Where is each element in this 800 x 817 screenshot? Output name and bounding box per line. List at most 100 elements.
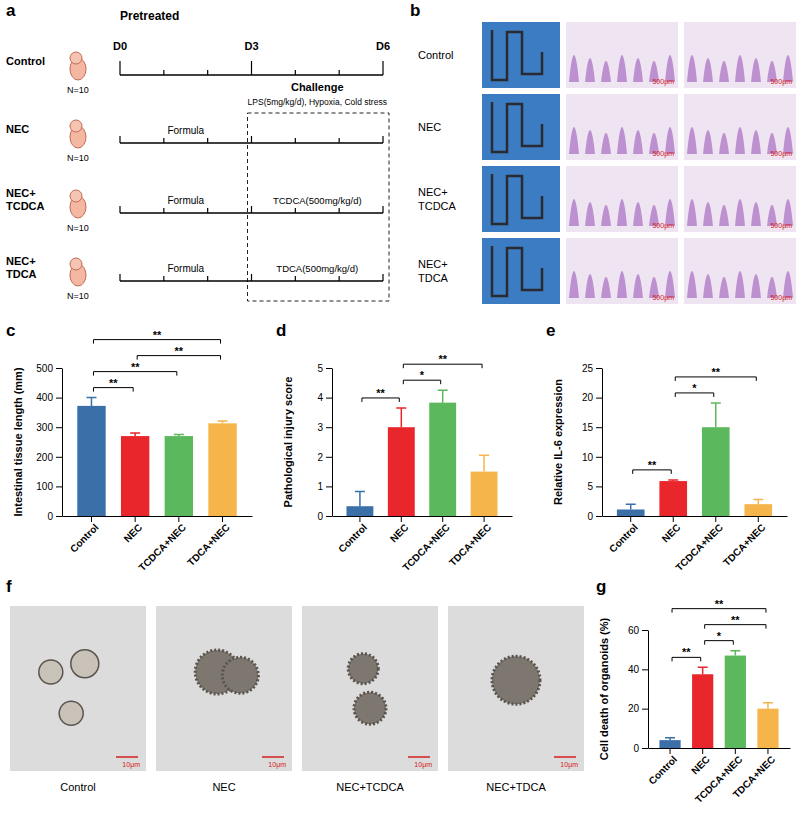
tissue-photo bbox=[617, 199, 627, 226]
tissue-photo bbox=[684, 94, 796, 160]
plot-marks bbox=[659, 651, 778, 748]
treatment-label: TCDCA(500mg/kg/d) bbox=[273, 195, 362, 206]
embryo-icon bbox=[70, 258, 82, 270]
x-tick: NEC bbox=[660, 516, 683, 544]
x-tick: TCDCA+NEC bbox=[136, 516, 188, 573]
timeline-tick bbox=[251, 206, 252, 213]
timeline-tick bbox=[207, 138, 208, 143]
x-tick: TDCA+NEC bbox=[185, 516, 231, 568]
day-label: D6 bbox=[376, 40, 390, 52]
tissue-photo bbox=[751, 58, 761, 82]
y-axis: 0100200300400500 bbox=[36, 363, 62, 522]
tick-mark bbox=[642, 630, 648, 631]
tick-label: Control bbox=[607, 522, 640, 555]
timeline-tick bbox=[251, 274, 252, 281]
timeline-tick bbox=[339, 208, 340, 213]
tick-label: 300 bbox=[36, 422, 53, 433]
organoid-photo bbox=[492, 656, 540, 704]
tissue-photo bbox=[703, 130, 713, 154]
y-tick: 5 bbox=[317, 363, 332, 374]
y-axis: 0204060 bbox=[628, 625, 649, 754]
x-tick: Control bbox=[646, 748, 679, 787]
error-bar bbox=[355, 491, 365, 506]
organoid-photo bbox=[39, 660, 63, 684]
image-label: Control bbox=[60, 781, 95, 793]
day-label: D0 bbox=[113, 40, 127, 52]
significance-label: ** bbox=[648, 459, 657, 471]
scale-label: 500μm bbox=[770, 78, 792, 86]
y-tick: 3 bbox=[317, 422, 332, 433]
tick-label: 500 bbox=[36, 363, 53, 374]
axis-title: Intestinal tissue length (mm) bbox=[12, 367, 24, 516]
significance-label: * bbox=[420, 369, 425, 381]
tissue-photo bbox=[684, 22, 796, 88]
timeline-tick bbox=[119, 61, 120, 75]
bar bbox=[77, 406, 105, 516]
timeline-tick bbox=[295, 70, 296, 75]
tick-mark bbox=[596, 427, 602, 428]
timeline-tick bbox=[207, 70, 208, 75]
scale-label: 500μm bbox=[770, 294, 792, 302]
significance-label: ** bbox=[175, 345, 184, 357]
organoid-photo bbox=[71, 650, 99, 678]
bar bbox=[757, 709, 778, 748]
tick-mark bbox=[56, 398, 62, 399]
timeline-tick bbox=[339, 138, 340, 143]
y-tick: 0 bbox=[633, 743, 648, 754]
scale-bar bbox=[116, 756, 138, 758]
significance-label: ** bbox=[711, 366, 720, 378]
challenge-title: Challenge bbox=[291, 81, 344, 93]
tick-mark bbox=[401, 516, 402, 522]
tissue-photo bbox=[601, 277, 611, 298]
group-n: N=10 bbox=[67, 153, 89, 163]
image-label: NEC+TDCA bbox=[486, 781, 546, 793]
tick-label: NEC bbox=[660, 522, 683, 545]
timeline-tick bbox=[382, 274, 383, 281]
challenge-box bbox=[248, 113, 390, 301]
tissue-photo bbox=[492, 30, 542, 80]
y-tick: 5 bbox=[587, 481, 602, 492]
timeline-tick bbox=[207, 208, 208, 213]
pretreat-label: Formula bbox=[167, 195, 204, 206]
bar bbox=[121, 436, 149, 516]
tissue-photo bbox=[687, 55, 697, 82]
error-bar bbox=[753, 499, 763, 504]
scale-bar bbox=[408, 756, 430, 758]
day-label: D3 bbox=[244, 40, 258, 52]
tick-label: 400 bbox=[36, 392, 53, 403]
tick-label: 15 bbox=[582, 422, 594, 433]
significance-label: * bbox=[717, 630, 722, 642]
x-axis: ControlNECTCDCA+NECTDCA+NEC bbox=[333, 516, 513, 573]
tick-mark bbox=[596, 457, 602, 458]
organoid-photo bbox=[354, 692, 386, 724]
x-tick: TCDCA+NEC bbox=[400, 516, 452, 573]
tissue-photo bbox=[684, 238, 796, 304]
timeline-tick bbox=[295, 208, 296, 213]
tick-label: 25 bbox=[582, 363, 594, 374]
panel-letter: f bbox=[6, 577, 12, 596]
error-bar bbox=[130, 433, 140, 436]
tissue-photo bbox=[492, 246, 542, 296]
tissue-photo bbox=[585, 202, 595, 226]
y-tick: 20 bbox=[628, 703, 648, 714]
bar bbox=[617, 509, 645, 516]
axis-line bbox=[648, 631, 649, 749]
y-tick: 200 bbox=[36, 452, 62, 463]
x-tick: Control bbox=[336, 516, 369, 555]
tissue-photo bbox=[569, 127, 579, 154]
bar-chart: 012345ControlNECTCDCA+NECTDCA+NECPatholo… bbox=[282, 353, 513, 573]
timeline-tick bbox=[339, 276, 340, 281]
embryo-icon bbox=[70, 120, 82, 132]
panel-letter: a bbox=[6, 1, 16, 20]
tick-mark bbox=[326, 427, 332, 428]
significance-label: ** bbox=[131, 361, 140, 373]
timeline-tick bbox=[339, 70, 340, 75]
tissue-photo bbox=[735, 127, 745, 154]
error-bar bbox=[730, 651, 740, 656]
tissue-photo bbox=[633, 202, 643, 226]
tick-mark bbox=[56, 457, 62, 458]
tick-label: 5 bbox=[587, 481, 593, 492]
tick-mark bbox=[596, 516, 602, 517]
plot-marks bbox=[617, 403, 772, 516]
timeline-tick bbox=[163, 138, 164, 143]
